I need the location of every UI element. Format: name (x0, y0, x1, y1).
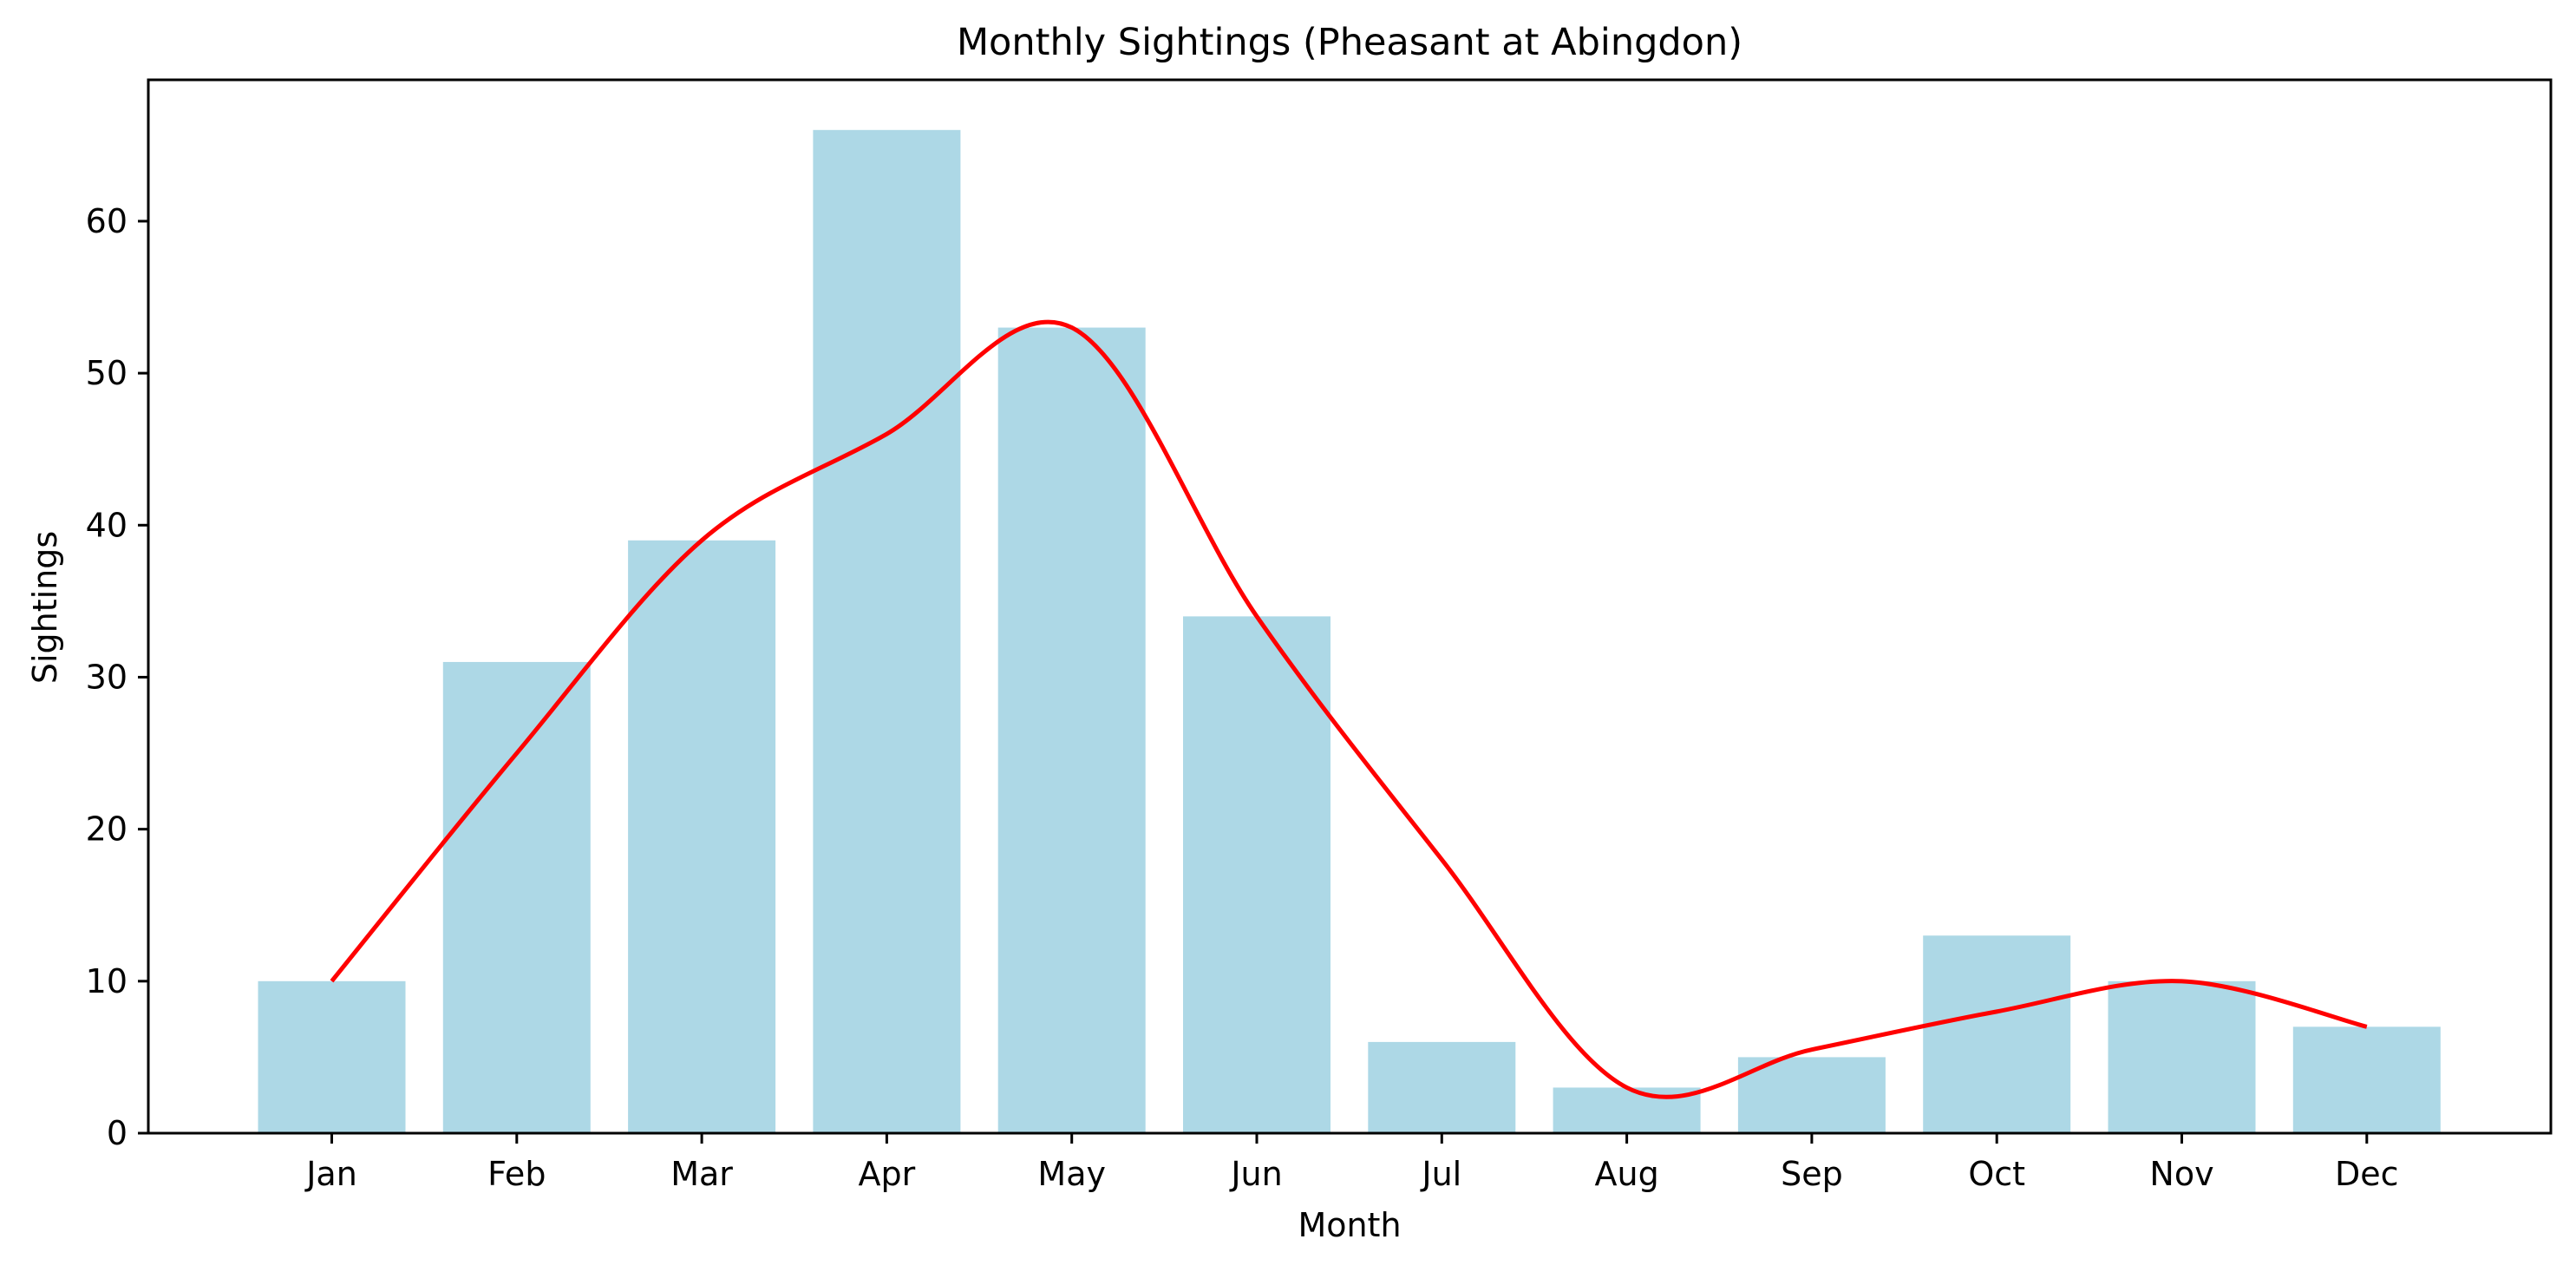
y-tick-label: 20 (86, 810, 127, 849)
trend-line (330, 319, 2368, 1099)
x-tick-label: Jan (304, 1155, 357, 1193)
y-tick-label: 30 (86, 658, 127, 696)
bar-jul (1368, 1041, 1516, 1133)
x-tick-label: Nov (2149, 1155, 2213, 1193)
plot-frame (147, 78, 2553, 1135)
bar-sep (1737, 1057, 1886, 1133)
bar-oct (1923, 935, 2071, 1133)
x-tick-label: Sep (1781, 1155, 1843, 1193)
bars-layer (258, 129, 2441, 1133)
y-axis-label: Sightings (26, 531, 64, 684)
x-tick-label: May (1037, 1155, 1106, 1193)
bar-may (997, 327, 1146, 1133)
x-tick-label: Dec (2335, 1155, 2399, 1193)
bar-nov (2108, 980, 2256, 1133)
bar-jan (258, 980, 406, 1133)
y-tick-label: 10 (86, 962, 127, 1000)
bar-mar (628, 540, 776, 1133)
bar-feb (442, 661, 591, 1133)
y-tick-label: 60 (86, 202, 127, 240)
x-tick-label: Oct (1968, 1155, 2025, 1193)
x-axis-label: Month (1298, 1206, 1401, 1244)
y-tick-label: 0 (107, 1114, 127, 1152)
y-axis: 0 10 20 30 40 50 60 (86, 202, 148, 1152)
x-tick-label: Mar (670, 1155, 733, 1193)
x-tick-label: Jul (1420, 1155, 1461, 1193)
chart-title: Monthly Sightings (Pheasant at Abingdon) (957, 21, 1742, 64)
x-tick-label: Apr (859, 1155, 916, 1193)
x-axis: Jan Feb Mar Apr May Jun Jul Aug Sep Oct Nov Dec (304, 1133, 2399, 1193)
x-tick-label: Jun (1229, 1155, 1282, 1193)
bar-dec (2292, 1026, 2441, 1133)
y-tick-label: 40 (86, 506, 127, 544)
y-tick-label: 50 (86, 354, 127, 392)
bar-apr (813, 129, 961, 1133)
x-tick-label: Feb (487, 1155, 546, 1193)
bar-jun (1183, 616, 1330, 1133)
x-tick-label: Aug (1594, 1155, 1658, 1193)
trend-line-layer (330, 319, 2368, 1099)
